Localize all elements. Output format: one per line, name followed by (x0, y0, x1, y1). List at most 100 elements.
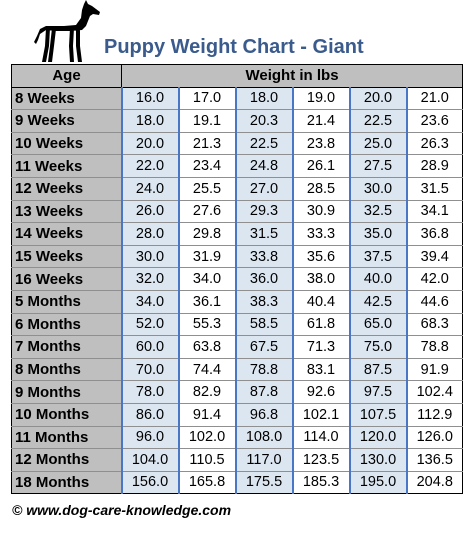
weight-cell: 108.0 (234, 426, 294, 450)
dog-silhouette-logo (34, 0, 100, 62)
weight-cell: 16.0 (120, 87, 180, 111)
age-cell: 8 Weeks (11, 87, 122, 111)
copyright-footer: © www.dog-care-knowledge.com (12, 502, 232, 518)
weight-cell: 74.4 (178, 358, 236, 382)
weight-cell: 97.5 (348, 380, 408, 404)
weight-cell: 25.0 (348, 132, 408, 156)
table-row: 7 Months 60.0 63.8 67.5 71.3 75.0 78.8 (11, 335, 464, 359)
age-cell: 15 Weeks (11, 245, 122, 269)
weight-cell: 102.0 (178, 426, 236, 450)
header-row: Age Weight in lbs (11, 64, 464, 88)
table-row: 13 Weeks 26.0 27.6 29.3 30.9 32.5 34.1 (11, 200, 464, 224)
weight-header: Weight in lbs (120, 64, 464, 88)
weight-cell: 185.3 (292, 471, 350, 495)
weight-cell: 33.3 (292, 222, 350, 246)
weight-cell: 65.0 (348, 313, 408, 337)
weight-cell: 78.8 (234, 358, 294, 382)
age-cell: 9 Weeks (11, 109, 122, 133)
weight-cell: 20.0 (120, 132, 180, 156)
weight-cell: 60.0 (120, 335, 180, 359)
weight-cell: 40.4 (292, 290, 350, 314)
weight-cell: 82.9 (178, 380, 236, 404)
weight-cell: 33.8 (234, 245, 294, 269)
weight-cell: 34.1 (406, 200, 464, 224)
weight-cell: 30.9 (292, 200, 350, 224)
age-cell: 10 Months (11, 403, 122, 427)
table-row: 10 Weeks 20.0 21.3 22.5 23.8 25.0 26.3 (11, 132, 464, 156)
weight-cell: 29.3 (234, 200, 294, 224)
weight-cell: 78.8 (406, 335, 464, 359)
table-row: 9 Months 78.0 82.9 87.8 92.6 97.5 102.4 (11, 380, 464, 404)
age-cell: 18 Months (11, 471, 122, 495)
weight-cell: 23.8 (292, 132, 350, 156)
weight-cell: 31.5 (406, 177, 464, 201)
weight-cell: 23.4 (178, 154, 236, 178)
weight-cell: 39.4 (406, 245, 464, 269)
weight-cell: 87.8 (234, 380, 294, 404)
weight-cell: 27.5 (348, 154, 408, 178)
weight-cell: 42.5 (348, 290, 408, 314)
weight-cell: 21.3 (178, 132, 236, 156)
weight-cell: 71.3 (292, 335, 350, 359)
weight-cell: 38.3 (234, 290, 294, 314)
weight-cell: 61.8 (292, 313, 350, 337)
weight-cell: 136.5 (406, 448, 464, 472)
weight-cell: 28.5 (292, 177, 350, 201)
weight-cell: 112.9 (406, 403, 464, 427)
weight-cell: 58.5 (234, 313, 294, 337)
weight-cell: 44.6 (406, 290, 464, 314)
weight-cell: 30.0 (120, 245, 180, 269)
weight-cell: 26.1 (292, 154, 350, 178)
weight-cell: 126.0 (406, 426, 464, 450)
weight-cell: 22.5 (348, 109, 408, 133)
chart-title: Puppy Weight Chart - Giant (104, 36, 364, 58)
weight-cell: 75.0 (348, 335, 408, 359)
weight-cell: 36.8 (406, 222, 464, 246)
weight-cell: 18.0 (234, 87, 294, 111)
age-cell: 7 Months (11, 335, 122, 359)
age-cell: 5 Months (11, 290, 122, 314)
weight-cell: 24.8 (234, 154, 294, 178)
weight-cell: 36.0 (234, 267, 294, 291)
weight-cell: 130.0 (348, 448, 408, 472)
age-cell: 12 Months (11, 448, 122, 472)
weight-cell: 37.5 (348, 245, 408, 269)
table-row: 14 Weeks 28.0 29.8 31.5 33.3 35.0 36.8 (11, 222, 464, 246)
age-cell: 16 Weeks (11, 267, 122, 291)
table-row: 15 Weeks 30.0 31.9 33.8 35.6 37.5 39.4 (11, 245, 464, 269)
age-cell: 11 Weeks (11, 154, 122, 178)
table-row: 9 Weeks 18.0 19.1 20.3 21.4 22.5 23.6 (11, 109, 464, 133)
weight-cell: 38.0 (292, 267, 350, 291)
age-cell: 9 Months (11, 380, 122, 404)
age-cell: 6 Months (11, 313, 122, 337)
weight-cell: 34.0 (178, 267, 236, 291)
age-cell: 10 Weeks (11, 132, 122, 156)
table-row: 5 Months 34.0 36.1 38.3 40.4 42.5 44.6 (11, 290, 464, 314)
weight-cell: 55.3 (178, 313, 236, 337)
weight-cell: 107.5 (348, 403, 408, 427)
age-cell: 13 Weeks (11, 200, 122, 224)
table-row: 11 Weeks 22.0 23.4 24.8 26.1 27.5 28.9 (11, 154, 464, 178)
weight-cell: 96.0 (120, 426, 180, 450)
weight-cell: 120.0 (348, 426, 408, 450)
table-body: 8 Weeks 16.0 17.0 18.0 19.0 20.0 21.0 9 Weeks 18… (11, 87, 464, 495)
weight-cell: 156.0 (120, 471, 180, 495)
weight-cell: 102.1 (292, 403, 350, 427)
table-row: 6 Months 52.0 55.3 58.5 61.8 65.0 68.3 (11, 313, 464, 337)
weight-cell: 29.8 (178, 222, 236, 246)
weight-cell: 117.0 (234, 448, 294, 472)
weight-cell: 78.0 (120, 380, 180, 404)
weight-cell: 20.0 (348, 87, 408, 111)
weight-cell: 40.0 (348, 267, 408, 291)
weight-cell: 19.1 (178, 109, 236, 133)
weight-cell: 31.9 (178, 245, 236, 269)
weight-cell: 28.0 (120, 222, 180, 246)
age-cell: 12 Weeks (11, 177, 122, 201)
weight-cell: 26.0 (120, 200, 180, 224)
weight-cell: 110.5 (178, 448, 236, 472)
weight-cell: 165.8 (178, 471, 236, 495)
weight-cell: 34.0 (120, 290, 180, 314)
table-row: 8 Months 70.0 74.4 78.8 83.1 87.5 91.9 (11, 358, 464, 382)
weight-cell: 102.4 (406, 380, 464, 404)
weight-cell: 18.0 (120, 109, 180, 133)
